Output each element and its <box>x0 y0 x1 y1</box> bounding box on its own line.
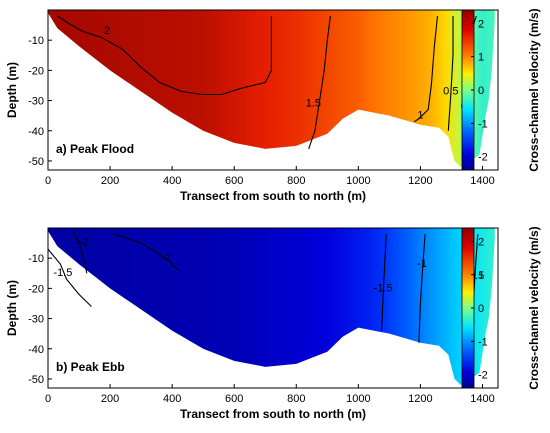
panel-label: a) Peak Flood <box>56 142 134 156</box>
colorbar-tick-label: 0 <box>478 85 484 97</box>
colorbar-ticks: 2 1 0 -1 -2 <box>471 18 488 164</box>
colorbar-tick-label: -1 <box>478 336 488 348</box>
y-axis-label: Depth (m) <box>5 62 19 118</box>
colorbar: 2 1 0 -1 -2 Cross-channel velocity (m/s) <box>461 226 541 390</box>
x-ticks: 0 200 400 600 800 1000 1200 1400 <box>45 384 495 405</box>
y-tick-label: -50 <box>28 374 44 386</box>
contour-label: -2 <box>161 252 171 264</box>
contour-label: 0.5 <box>443 85 458 97</box>
y-tick-label: -20 <box>28 65 44 77</box>
contour-line <box>113 233 179 271</box>
y-tick-label: -20 <box>28 283 44 295</box>
x-tick-label: 1400 <box>470 393 494 405</box>
colorbar: 2 1 0 -1 -2 Cross-channel velocity (m/s) <box>461 8 541 172</box>
y-axis-label: Depth (m) <box>5 280 19 336</box>
colorbar-tick-label: 1 <box>478 52 484 64</box>
contour-lines: -2-2-1.5-1.5-1-0.5 <box>47 230 484 349</box>
axes-frame <box>47 9 499 171</box>
contour-label: 2 <box>104 25 110 37</box>
contour-line <box>308 15 331 150</box>
colorbar-label: Cross-channel velocity (m/s) <box>527 8 541 171</box>
axes-frame <box>47 227 499 389</box>
contour-label: 1.5 <box>306 97 321 109</box>
contour-line <box>418 233 426 343</box>
x-tick-label: 1000 <box>346 393 370 405</box>
colorbar-tick-label: 2 <box>478 236 484 248</box>
x-tick-label: 1200 <box>408 393 432 405</box>
x-tick-label: 0 <box>45 175 51 187</box>
y-tick-label: -10 <box>28 253 44 265</box>
x-axis-label: Transect from south to north (m) <box>180 407 366 421</box>
colorbar-tick-label: 2 <box>478 18 484 30</box>
contour-line <box>56 15 272 96</box>
x-tick-label: 200 <box>101 393 119 405</box>
contour-label: -2 <box>79 237 89 249</box>
contour-line <box>72 230 88 274</box>
contour-line <box>447 16 454 131</box>
x-tick-label: 800 <box>287 393 305 405</box>
x-tick-label: 600 <box>225 175 243 187</box>
x-tick-label: 1200 <box>408 175 432 187</box>
contour-line <box>381 233 387 331</box>
x-ticks: 0 200 400 600 800 1000 1200 1400 <box>45 166 495 187</box>
colorbar-tick-label: -2 <box>478 370 488 382</box>
colorbar-tick-label: 0 <box>478 303 484 315</box>
colorbar-tick-label: -1 <box>478 118 488 130</box>
y-tick-label: -40 <box>28 126 44 138</box>
x-tick-label: 0 <box>45 393 51 405</box>
contour-label: -1 <box>417 258 427 270</box>
x-tick-label: 600 <box>225 393 243 405</box>
panel-peak-ebb: -2-2-1.5-1.5-1-0.5 0 200 400 600 800 1000 1200… <box>5 226 541 421</box>
y-ticks: -10 -20 -30 -40 -50 <box>28 35 52 168</box>
panel-label: b) Peak Ebb <box>56 360 125 374</box>
y-tick-label: -30 <box>28 96 44 108</box>
x-tick-label: 1000 <box>346 175 370 187</box>
y-tick-label: -10 <box>28 35 44 47</box>
contour-line <box>47 248 92 307</box>
y-tick-label: -30 <box>28 314 44 326</box>
y-ticks: -10 -20 -30 -40 -50 <box>28 253 52 386</box>
x-tick-label: 1400 <box>470 175 494 187</box>
colorbar-label: Cross-channel velocity (m/s) <box>527 226 541 389</box>
x-tick-label: 400 <box>163 175 181 187</box>
contour-label: -1.5 <box>374 282 393 294</box>
contour-label: 1 <box>417 110 423 122</box>
colorbar-ticks: 2 1 0 -1 -2 <box>471 236 488 382</box>
y-tick-label: -40 <box>28 344 44 356</box>
colorbar-tick-label: 1 <box>478 270 484 282</box>
x-tick-label: 400 <box>163 393 181 405</box>
x-axis-label: Transect from south to north (m) <box>180 189 366 203</box>
contour-line <box>413 15 439 123</box>
x-tick-label: 800 <box>287 175 305 187</box>
colorbar-tick-label: -2 <box>478 152 488 164</box>
x-tick-label: 200 <box>101 175 119 187</box>
contour-label: -1.5 <box>53 267 72 279</box>
y-tick-label: -50 <box>28 156 44 168</box>
